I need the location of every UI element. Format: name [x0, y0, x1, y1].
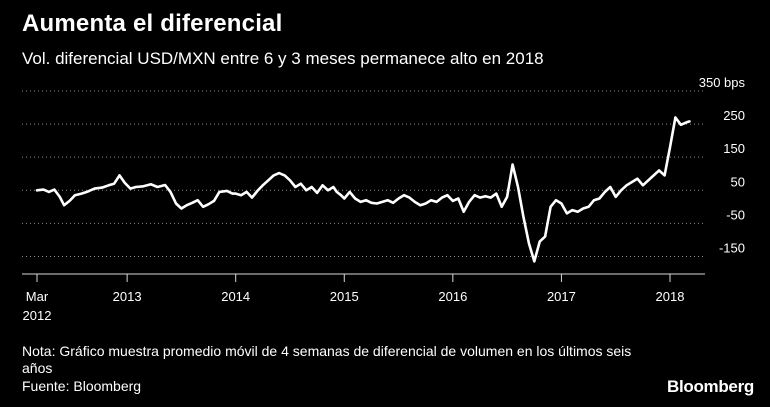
x-tick-label: 2014	[221, 289, 250, 304]
line-chart: 350 bps 250 150 50 -50 -150 Mar 2012 2013 2014 20…	[22, 75, 746, 323]
series-line	[35, 116, 691, 263]
x-tick-label: Mar	[26, 289, 49, 304]
y-tick-label: 50	[731, 174, 745, 189]
footnote: Nota: Gráfico muestra promedio móvil de …	[22, 343, 632, 376]
y-tick-label: 250	[723, 108, 745, 123]
bloomberg-logo: Bloomberg	[666, 377, 754, 396]
chart-subtitle: Vol. diferencial USD/MXN entre 6 y 3 mes…	[22, 49, 544, 68]
y-tick-label: 350 bps	[699, 75, 746, 90]
x-tick-label-year: 2012	[23, 308, 52, 323]
y-tick-label: -50	[726, 207, 745, 222]
gridlines	[22, 90, 705, 257]
source-note: Fuente: Bloomberg	[22, 378, 142, 394]
x-tick-label: 2015	[330, 289, 359, 304]
x-tick-label: 2016	[438, 289, 467, 304]
chart-title: Aumenta el diferencial	[22, 10, 283, 37]
y-tick-label: 150	[723, 141, 745, 156]
x-tick-label: 2018	[656, 289, 685, 304]
y-axis-labels: 350 bps 250 150 50 -50 -150	[699, 75, 746, 255]
x-tick-label: 2017	[547, 289, 576, 304]
y-tick-label: -150	[719, 240, 745, 255]
x-axis-ticks: Mar 2012 2013 2014 2015 2016 2017 2018	[23, 274, 685, 323]
x-tick-label: 2013	[113, 289, 142, 304]
